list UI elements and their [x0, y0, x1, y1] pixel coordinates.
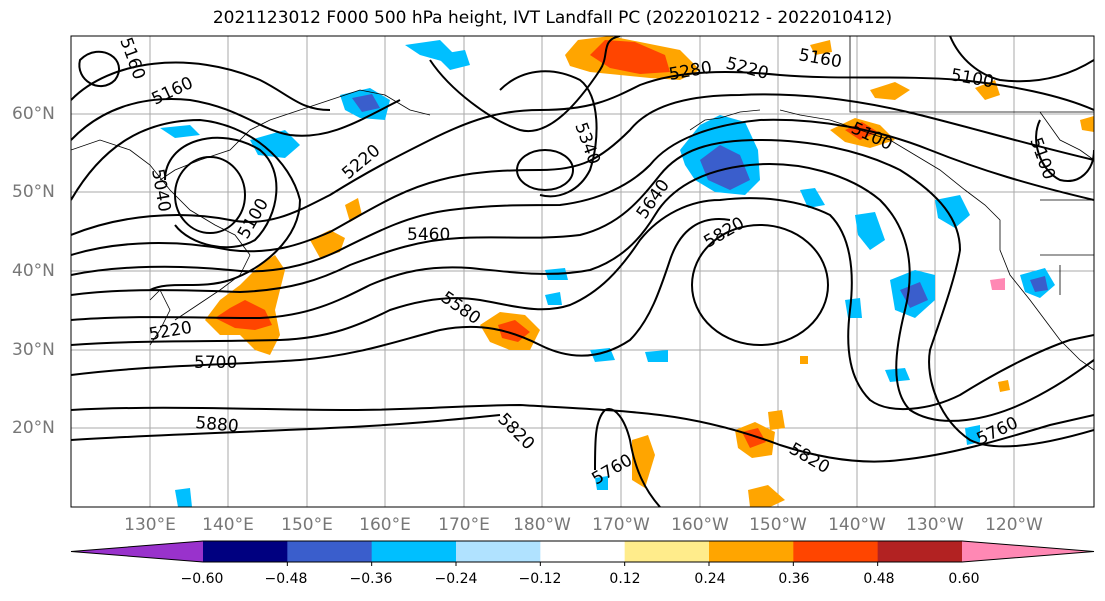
- colorbar-tick-label: 0.24: [694, 571, 726, 587]
- colorbar-tick-label: −0.60: [180, 571, 224, 587]
- lon-label: 130°W: [906, 515, 964, 535]
- colorbar-outline: [70, 540, 1095, 563]
- colorbar-extend-max: [962, 541, 1094, 562]
- colorbar-tick-label: 0.36: [778, 571, 810, 587]
- colorbar-tick-label: −0.12: [518, 571, 562, 587]
- contour-label: 5880: [195, 413, 240, 437]
- lon-label: 140°E: [202, 515, 254, 535]
- lon-label: 150°E: [281, 515, 333, 535]
- colorbar-swatch: [540, 541, 626, 562]
- lon-label: 160°W: [671, 515, 729, 535]
- colorbar-swatch: [287, 541, 373, 562]
- height-contours: [71, 36, 1094, 507]
- colorbar-tick-label: 0.12: [609, 571, 641, 587]
- map-title: 2021123012 F000 500 hPa height, IVT Land…: [212, 8, 893, 28]
- lat-label: 40°N: [12, 261, 55, 281]
- colorbar-swatch: [456, 541, 541, 562]
- colorbar-swatch: [624, 541, 710, 562]
- lon-label: 130°E: [124, 515, 176, 535]
- colorbar-tick-label: 0.60: [948, 571, 980, 587]
- contour-label: 5700: [194, 353, 237, 373]
- colorbar-swatch: [203, 541, 288, 562]
- lat-label: 50°N: [12, 182, 55, 202]
- colorbar: [70, 540, 1095, 566]
- lon-label: 180°W: [513, 515, 571, 535]
- lon-label: 160°E: [359, 515, 411, 535]
- colorbar-swatch: [371, 541, 457, 562]
- lat-label: 60°N: [12, 104, 55, 124]
- lon-label: 170°E: [438, 515, 490, 535]
- colorbar-swatch: [793, 541, 879, 562]
- lon-label: 120°W: [985, 515, 1043, 535]
- lon-label: 170°W: [592, 515, 650, 535]
- ivt-shading: [160, 36, 1094, 507]
- lat-label: 20°N: [12, 418, 55, 438]
- colorbar-swatch: [709, 541, 794, 562]
- colorbar-swatch: [877, 541, 963, 562]
- lat-label: 30°N: [12, 340, 55, 360]
- contour-label: 5460: [407, 225, 450, 245]
- colorbar-tick-label: −0.24: [434, 571, 478, 587]
- colorbar-tick-label: −0.36: [349, 571, 393, 587]
- colorbar-tick-label: 0.48: [863, 571, 895, 587]
- colorbar-tick-label: −0.48: [264, 571, 308, 587]
- colorbar-extend-min: [71, 541, 203, 562]
- lon-label: 150°W: [749, 515, 807, 535]
- lon-label: 140°W: [828, 515, 886, 535]
